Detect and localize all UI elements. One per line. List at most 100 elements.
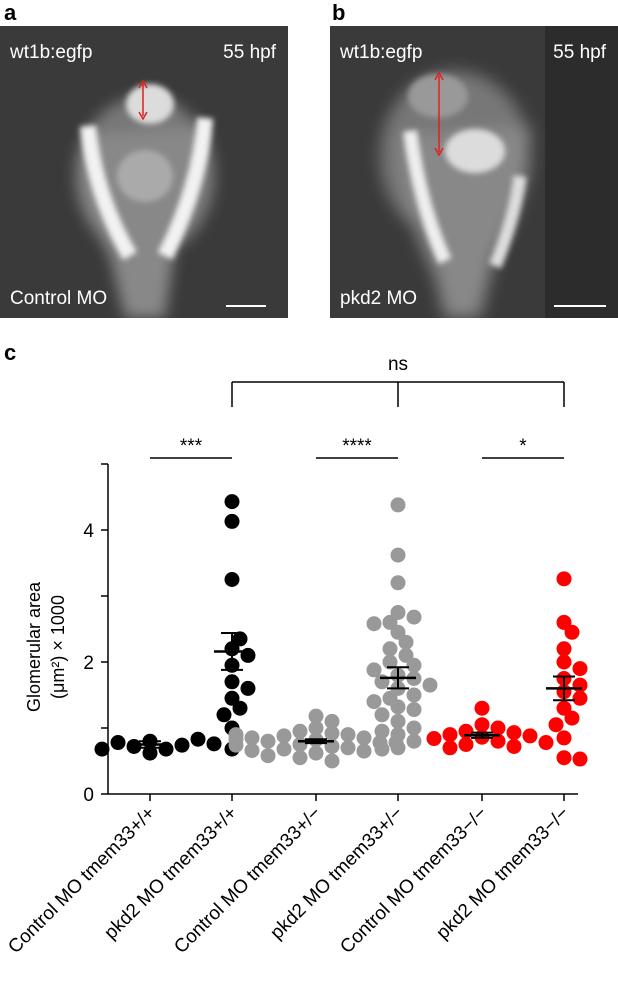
micrograph-a-stage: 55 hpf	[223, 42, 276, 63]
micrograph-control-mo: wt1b:egfp 55 hpf Control MO	[0, 26, 288, 318]
data-point	[390, 699, 406, 715]
data-point	[506, 738, 522, 754]
x-tick-label: pkd2 MO tmem33−/−	[432, 803, 573, 944]
y-tick-label: 2	[83, 653, 94, 674]
data-point	[572, 661, 588, 677]
data-point	[390, 575, 406, 591]
data-point	[422, 677, 438, 693]
micrograph-a-strain: wt1b:egfp	[10, 42, 93, 63]
y-axis-label-line-2: (μm²) × 1000	[48, 595, 68, 699]
data-point	[572, 677, 588, 693]
data-point	[366, 662, 382, 678]
data-point	[340, 727, 356, 743]
micrograph-b-image	[330, 26, 618, 318]
data-point	[426, 731, 442, 747]
x-tick-label: Control MO tmem33−/−	[336, 803, 491, 958]
data-point	[366, 694, 382, 710]
data-point	[390, 497, 406, 513]
data-point	[564, 710, 580, 726]
data-point	[548, 717, 564, 733]
data-point	[324, 725, 340, 741]
data-point	[406, 733, 422, 749]
panel-letter-b: b	[332, 0, 346, 25]
data-point	[94, 741, 110, 757]
data-point	[406, 657, 422, 673]
data-point	[240, 680, 256, 696]
x-tick-label: Control MO tmem33+/+	[4, 803, 159, 958]
data-point	[442, 740, 458, 756]
data-point	[308, 745, 324, 761]
data-point	[474, 717, 490, 733]
data-point	[308, 720, 324, 736]
micrograph-a-image	[0, 26, 288, 318]
data-point	[224, 572, 240, 587]
micrograph-b-strain: wt1b:egfp	[340, 42, 423, 63]
significance-label: *	[519, 436, 527, 457]
x-tick-label: Control MO tmem33+/−	[170, 803, 325, 958]
data-point	[374, 723, 390, 739]
data-point	[406, 720, 422, 736]
data-point	[538, 735, 554, 751]
data-point	[474, 700, 490, 716]
data-point	[556, 654, 572, 670]
data-point	[308, 708, 324, 724]
data-point	[324, 753, 340, 769]
data-point	[442, 727, 458, 743]
data-point	[458, 737, 474, 752]
micrograph-b-stage: 55 hpf	[553, 42, 606, 63]
data-point	[190, 731, 206, 747]
micrograph-b-condition: pkd2 MO	[340, 288, 418, 309]
data-point	[356, 730, 372, 746]
data-point	[276, 728, 292, 744]
data-point	[244, 742, 260, 758]
data-point	[324, 713, 340, 729]
data-point	[374, 707, 390, 723]
panel-letter-c: c	[4, 340, 16, 365]
data-point	[142, 745, 158, 761]
data-point	[556, 641, 572, 657]
data-point	[324, 738, 340, 754]
data-point	[232, 700, 248, 716]
data-point	[374, 674, 390, 690]
data-point	[240, 647, 256, 663]
data-point	[216, 707, 232, 723]
data-point	[406, 609, 422, 625]
data-point	[490, 720, 506, 736]
panel-letter-a: a	[4, 0, 17, 25]
y-tick-label: 4	[83, 521, 94, 542]
data-point	[260, 733, 276, 749]
data-point	[572, 690, 588, 706]
data-point	[556, 571, 572, 587]
data-point	[292, 750, 308, 766]
data-point	[224, 494, 240, 510]
data-point	[206, 736, 222, 752]
data-point	[556, 750, 572, 766]
micrograph-a-condition: Control MO	[10, 288, 108, 309]
data-point	[110, 735, 126, 751]
y-axis-label-line-1: Glomerular area	[24, 581, 44, 712]
data-point	[340, 740, 356, 756]
data-point	[292, 723, 308, 739]
data-point	[224, 513, 240, 529]
micrograph-pkd2-mo: wt1b:egfp 55 hpf pkd2 MO	[330, 26, 618, 318]
data-point	[356, 743, 372, 759]
data-point	[406, 702, 422, 718]
data-point	[224, 674, 240, 690]
data-point	[458, 723, 474, 739]
data-point	[382, 641, 398, 657]
data-point	[228, 731, 244, 747]
data-point	[390, 547, 406, 563]
y-tick-label: 0	[83, 785, 94, 806]
data-point	[506, 725, 522, 741]
data-point	[406, 687, 422, 703]
data-point	[390, 740, 406, 756]
data-point	[564, 624, 580, 640]
data-point	[174, 737, 190, 753]
data-point	[572, 751, 588, 767]
data-point	[276, 741, 292, 757]
data-point	[398, 634, 414, 650]
data-point	[366, 616, 382, 632]
data-point	[382, 654, 398, 670]
data-point	[232, 631, 248, 647]
glomerular-area-chart: c 0 2 4 Glomerular area (μm²) × 1000 Control M…	[4, 340, 588, 958]
